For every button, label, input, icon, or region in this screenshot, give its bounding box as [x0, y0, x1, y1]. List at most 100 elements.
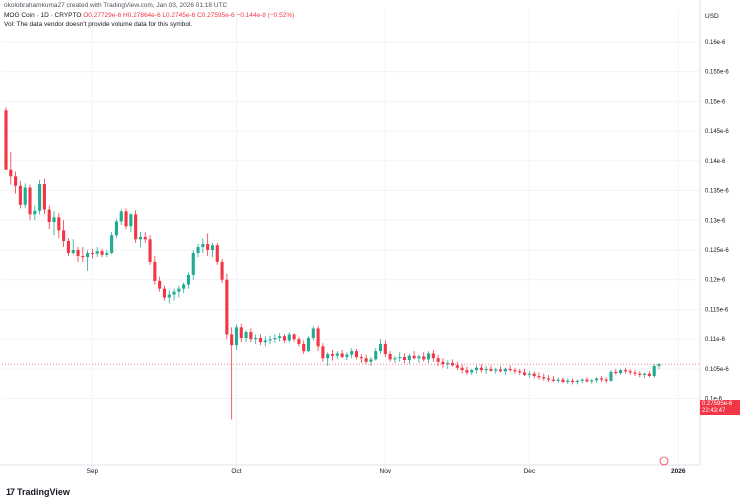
currency-label[interactable]: USD [705, 13, 719, 20]
y-tick-label: 0.105e-6 [705, 367, 729, 373]
candle-body [273, 338, 277, 340]
x-tick-label: Oct [231, 468, 241, 475]
candle-body [542, 377, 546, 379]
candle-body [628, 371, 632, 373]
candle-body [28, 187, 32, 215]
candle-body [14, 176, 18, 186]
candle-body [571, 380, 575, 382]
candle-body [503, 368, 507, 372]
candle-body [335, 353, 339, 356]
candle-body [599, 378, 603, 380]
candle-body [62, 230, 66, 242]
candle-body [566, 380, 570, 382]
candle-body [249, 332, 253, 340]
candle-body [590, 380, 594, 382]
candle-body [191, 252, 195, 275]
candle-body [143, 236, 147, 240]
candle-body [412, 355, 416, 359]
y-tick-label: 0.11e-6 [705, 337, 726, 343]
candle-body [494, 369, 498, 371]
candle-body [585, 379, 589, 382]
candle-body [398, 357, 402, 359]
candle-body [71, 250, 75, 253]
candle-body [134, 214, 138, 240]
candle-body [575, 380, 579, 382]
candle-body [297, 339, 301, 344]
candle-body [652, 365, 656, 377]
candle-body [441, 361, 445, 365]
candle-body [595, 378, 599, 381]
symbol-label[interactable]: MOG Coin · 1D · CRYPTO [4, 12, 82, 19]
candle-body [388, 354, 392, 360]
candle-body [609, 371, 613, 381]
candle-body [254, 338, 258, 340]
candle-body [359, 357, 363, 359]
candle-body [230, 334, 234, 346]
candle-body [508, 368, 512, 371]
candle-body [206, 244, 210, 250]
candle-body [330, 354, 335, 356]
candle-body [124, 211, 128, 227]
y-tick-label: 0.13e-6 [705, 218, 726, 224]
candle-body [321, 346, 325, 359]
candle-body [278, 336, 282, 338]
candle-body [455, 365, 459, 368]
candle-body [350, 351, 354, 355]
candle-body [326, 354, 330, 359]
candle-body [4, 110, 8, 170]
y-tick-label: 0.115e-6 [705, 307, 729, 313]
candle-body [354, 351, 359, 358]
candle-body [81, 255, 85, 258]
x-tick-label: Dec [524, 468, 536, 475]
candle-body [57, 217, 61, 231]
y-tick-label: 0.125e-6 [705, 248, 729, 254]
candle-body [551, 379, 555, 381]
candle-body [220, 261, 224, 280]
candle-body [537, 376, 541, 378]
candle-body [657, 364, 661, 366]
candle-body [177, 288, 181, 292]
tradingview-logo[interactable]: 17 TradingView [6, 487, 70, 497]
candle-body [402, 357, 407, 360]
candle-body [302, 343, 306, 352]
candle-body [465, 370, 469, 373]
symbol-ohlc-line: MOG Coin · 1D · CRYPTO O0.27729e-6 H0.27… [4, 12, 294, 19]
x-tick-label: Sep [87, 468, 99, 475]
candle-body [110, 235, 114, 253]
candle-body [18, 185, 22, 205]
author-line: okolobrahamkuma27 created with TradingVi… [4, 2, 228, 9]
candle-body [86, 252, 90, 258]
candle-body [407, 355, 411, 360]
candle-body [623, 370, 627, 372]
y-tick-label: 0.145e-6 [705, 129, 729, 135]
candle-body [374, 351, 378, 360]
candle-body [345, 354, 349, 358]
candle-body [239, 327, 243, 338]
candle-body [383, 343, 387, 355]
candle-body [244, 332, 248, 338]
candle-body [484, 368, 488, 371]
candle-body [105, 252, 109, 255]
ohlc-values: O0.27729e-6 H0.27864e-6 L0.2745e-6 C0.27… [83, 12, 295, 19]
candle-body [556, 379, 560, 381]
candle-body [201, 244, 205, 248]
candle-body [172, 291, 176, 295]
candle-body [182, 284, 186, 289]
y-tick-label: 0.15e-6 [705, 99, 726, 105]
jump-to-now-icon[interactable] [659, 456, 669, 466]
candle-body [306, 338, 311, 352]
candle-body [90, 252, 94, 254]
candle-body [547, 378, 551, 380]
candle-body [234, 327, 239, 346]
candle-body [470, 370, 474, 373]
candle-body [580, 379, 584, 381]
candle-body [100, 251, 104, 255]
tradingview-logo-icon: 17 [6, 487, 15, 497]
current-price-tag: 0.27595e-6 22:43:47 [700, 400, 740, 415]
candle-body [52, 217, 56, 223]
candle-body [42, 184, 46, 210]
candle-body [643, 373, 647, 375]
candle-body [9, 169, 13, 177]
candle-body [196, 247, 200, 253]
